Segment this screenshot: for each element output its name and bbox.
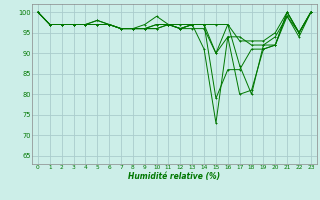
X-axis label: Humidité relative (%): Humidité relative (%) [128,172,220,181]
